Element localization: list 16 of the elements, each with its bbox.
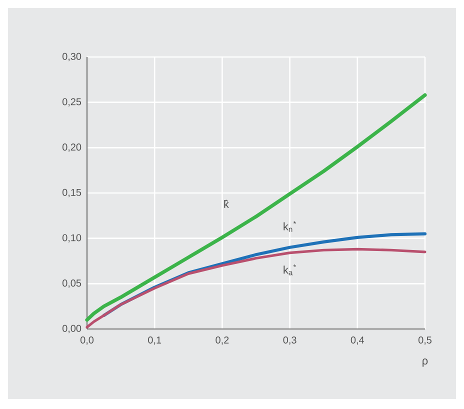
x-tick-label: 0,2 [216, 336, 229, 345]
y-tick-label: 0,25 [62, 98, 82, 106]
x-tick-label: 0,5 [418, 336, 432, 345]
line-series [85, 93, 427, 322]
x-tick-label: 0,4 [350, 336, 364, 345]
y-tick-label: 0,30 [62, 52, 82, 62]
y-tick-label: 0,00 [62, 324, 82, 334]
series-label: k̂ [224, 200, 229, 208]
y-tick-label: 0,20 [62, 144, 82, 152]
x-tick-label: 0,0 [80, 336, 94, 345]
x-axis-title: ρ [422, 358, 428, 367]
y-tick-label: 0,05 [62, 280, 82, 288]
y-tick-label: 0,15 [62, 188, 82, 198]
x-tick-label: 0,3 [283, 336, 296, 345]
x-tick-label: 0,1 [148, 336, 162, 345]
y-tick-label: 0,10 [62, 234, 82, 242]
